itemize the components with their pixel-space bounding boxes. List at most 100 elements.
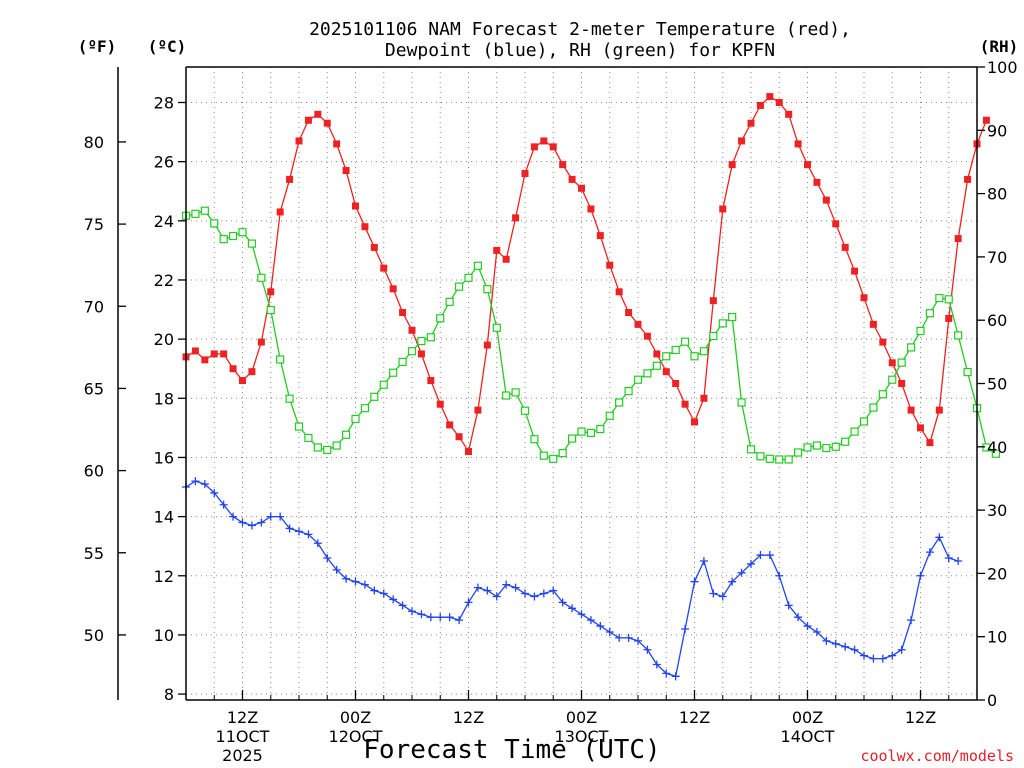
- rh-point: [963, 368, 972, 377]
- celsius-tick-label: 12: [154, 567, 174, 586]
- dewpoint-point: [765, 551, 774, 560]
- rh-point: [247, 239, 257, 248]
- temperature-point: [493, 246, 501, 254]
- temperature-point: [512, 214, 520, 222]
- celsius-tick-label: 28: [154, 93, 174, 112]
- dewpoint-point: [455, 616, 464, 625]
- rh-point: [407, 347, 417, 356]
- rh-point: [991, 449, 1000, 458]
- temperature-point: [898, 380, 906, 387]
- celsius-tick-label: 10: [154, 626, 174, 645]
- celsius-tick-label: 8: [164, 685, 174, 704]
- dewpoint-point: [436, 613, 445, 622]
- rh-point: [822, 443, 831, 453]
- dewpoint-point: [869, 654, 878, 663]
- dewpoint-point: [370, 586, 379, 595]
- rh-point: [737, 398, 746, 407]
- rh-point: [803, 443, 812, 452]
- rh-point: [784, 455, 793, 464]
- rh-point: [370, 392, 379, 401]
- rh-point: [662, 352, 671, 361]
- time-tick-label: 00Z: [792, 708, 823, 727]
- rh-point: [520, 406, 530, 415]
- temperature-point: [615, 288, 623, 296]
- rh-point: [888, 375, 897, 384]
- dewpoint-point: [624, 633, 633, 642]
- rh-point: [633, 375, 643, 384]
- temperature-point: [756, 101, 764, 109]
- rh-point: [906, 343, 916, 352]
- temperature-point: [502, 255, 510, 263]
- dewpoint-point: [266, 512, 275, 521]
- fahrenheit-tick-label: 80: [84, 133, 104, 152]
- temperature-point: [417, 350, 425, 358]
- dewpoint-point: [954, 556, 963, 565]
- temperature-point: [559, 161, 567, 169]
- rh-tick-label: 70: [987, 248, 1007, 267]
- rh-point: [878, 390, 887, 399]
- temperature-point: [389, 285, 397, 293]
- temperature-point: [380, 264, 388, 272]
- rh-tick-label: 50: [987, 375, 1007, 394]
- dewpoint-point: [699, 556, 708, 565]
- dewpoint-point: [605, 627, 614, 636]
- rh-tick-label: 30: [987, 501, 1007, 520]
- fahrenheit-unit-label: (ºF): [78, 37, 117, 56]
- temperature-point: [945, 314, 953, 322]
- temperature-point: [982, 116, 990, 124]
- temperature-point: [587, 205, 595, 213]
- dewpoint-point: [916, 571, 925, 580]
- dewpoint-point: [925, 548, 934, 557]
- dewpoint-point: [794, 613, 803, 622]
- dewpoint-point: [775, 571, 784, 580]
- dewpoint-point: [718, 592, 727, 601]
- temperature-point: [625, 309, 633, 317]
- rh-point: [643, 369, 652, 378]
- rh-point: [389, 368, 398, 377]
- rh-point: [200, 206, 209, 215]
- temperature-point: [352, 202, 359, 210]
- dewpoint-point: [549, 586, 558, 595]
- rh-point: [567, 434, 577, 443]
- dewpoint-point: [408, 607, 416, 616]
- rh-point: [869, 403, 878, 412]
- temperature-point: [907, 406, 915, 414]
- temperature-point: [257, 338, 265, 346]
- temperature-point: [709, 297, 717, 305]
- temperature-series: [182, 93, 990, 456]
- dewpoint-point: [417, 610, 426, 619]
- temperature-point: [672, 380, 680, 387]
- temperature-point: [248, 368, 256, 376]
- dewpoint-point: [935, 533, 944, 542]
- dewpoint-point: [483, 586, 492, 595]
- rh-point: [539, 451, 548, 460]
- date-tick-label: 14OCT: [781, 727, 835, 746]
- rh-point: [605, 411, 614, 420]
- temperature-point: [286, 175, 294, 183]
- temperature-point: [446, 421, 454, 429]
- dewpoint-point: [389, 595, 398, 604]
- rh-point: [210, 219, 219, 228]
- dewpoint-point: [747, 559, 755, 568]
- rh-tick-label: 20: [987, 564, 1007, 583]
- rh-point: [276, 355, 285, 364]
- dewpoint-point: [831, 639, 840, 648]
- dewpoint-point: [577, 610, 586, 619]
- dewpoint-point: [238, 518, 247, 527]
- temperature-point: [540, 137, 548, 145]
- dewpoint-point: [210, 488, 219, 497]
- temperature-point: [719, 205, 727, 213]
- chart-title-line2: Dewpoint (blue), RH (green) for KPFN: [385, 40, 775, 61]
- temperature-point: [295, 137, 303, 145]
- rh-point: [671, 345, 680, 355]
- date-tick-label: 11OCT: [216, 727, 270, 746]
- rh-tick-label: 90: [987, 121, 1007, 140]
- dewpoint-point: [323, 554, 332, 563]
- x-axis-label: Forecast Time (UTC): [363, 735, 660, 765]
- dewpoint-point: [332, 565, 341, 574]
- chart-title-line1: 2025101106 NAM Forecast 2-meter Temperat…: [309, 19, 851, 40]
- temperature-point: [549, 143, 557, 151]
- rh-point: [765, 454, 774, 463]
- year-tick-label: 2025: [222, 746, 263, 765]
- dewpoint-point: [841, 642, 850, 651]
